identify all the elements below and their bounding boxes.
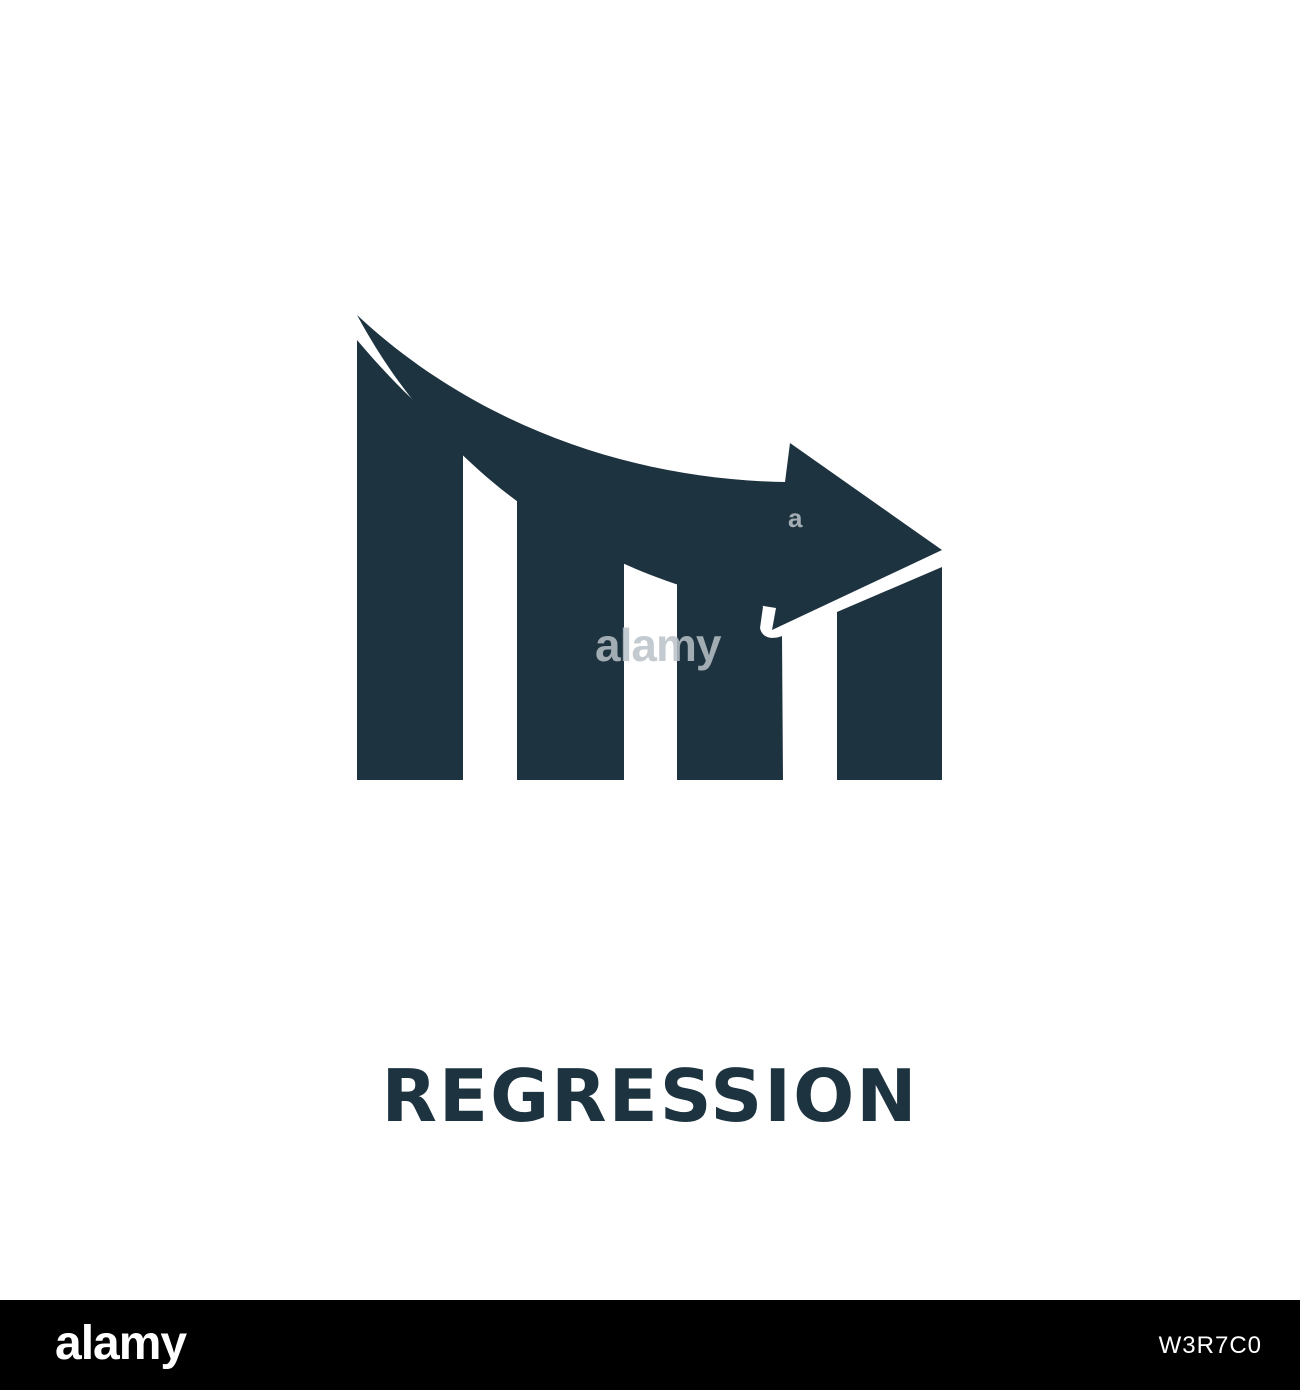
trend-arrow <box>357 315 942 630</box>
footer-bar: alamy W3R7C0 <box>0 1300 1300 1390</box>
image-id: W3R7C0 <box>1158 1332 1262 1359</box>
footer-logo: alamy <box>55 1317 187 1370</box>
icon-area: a alamy REGRESSION <box>357 315 942 1138</box>
watermark-small: a <box>788 503 803 533</box>
watermark: alamy <box>595 619 721 671</box>
regression-chart-icon <box>357 315 942 780</box>
bar-1 <box>357 340 463 780</box>
bar-3 <box>677 572 783 780</box>
icon-title: REGRESSION <box>381 1054 919 1138</box>
bar-2 <box>517 487 624 780</box>
bar-4 <box>837 567 942 780</box>
